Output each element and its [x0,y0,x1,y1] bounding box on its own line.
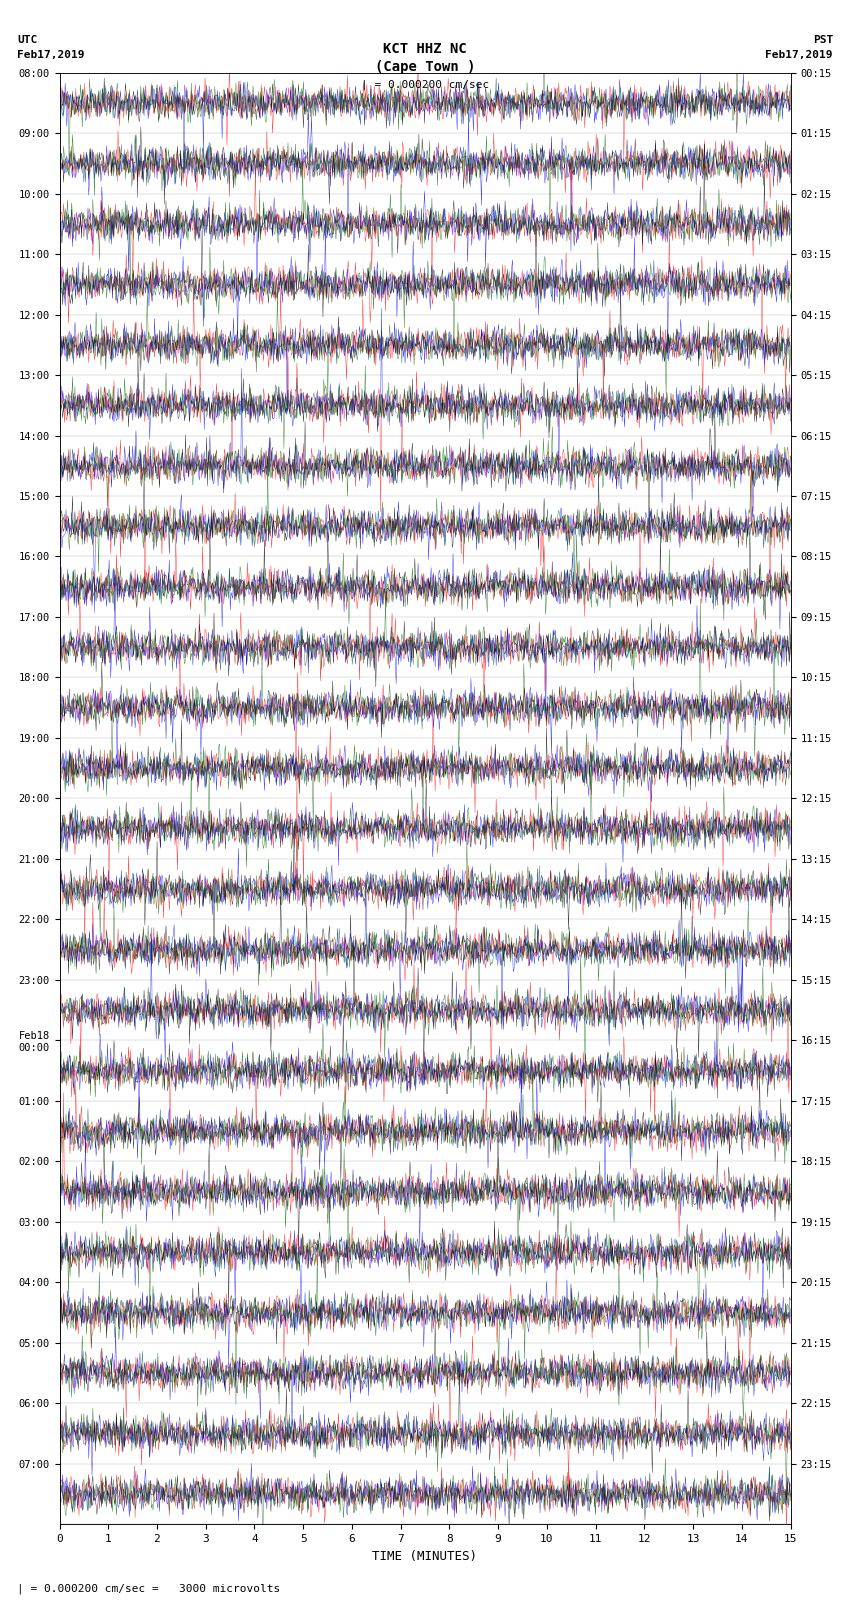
Text: Feb17,2019: Feb17,2019 [766,50,833,60]
X-axis label: TIME (MINUTES): TIME (MINUTES) [372,1550,478,1563]
Text: Feb17,2019: Feb17,2019 [17,50,84,60]
Text: | = 0.000200 cm/sec =   3000 microvolts: | = 0.000200 cm/sec = 3000 microvolts [17,1582,280,1594]
Text: PST: PST [813,35,833,45]
Text: | = 0.000200 cm/sec: | = 0.000200 cm/sec [361,79,489,90]
Text: UTC: UTC [17,35,37,45]
Text: KCT HHZ NC: KCT HHZ NC [383,42,467,56]
Text: (Cape Town ): (Cape Town ) [375,60,475,74]
